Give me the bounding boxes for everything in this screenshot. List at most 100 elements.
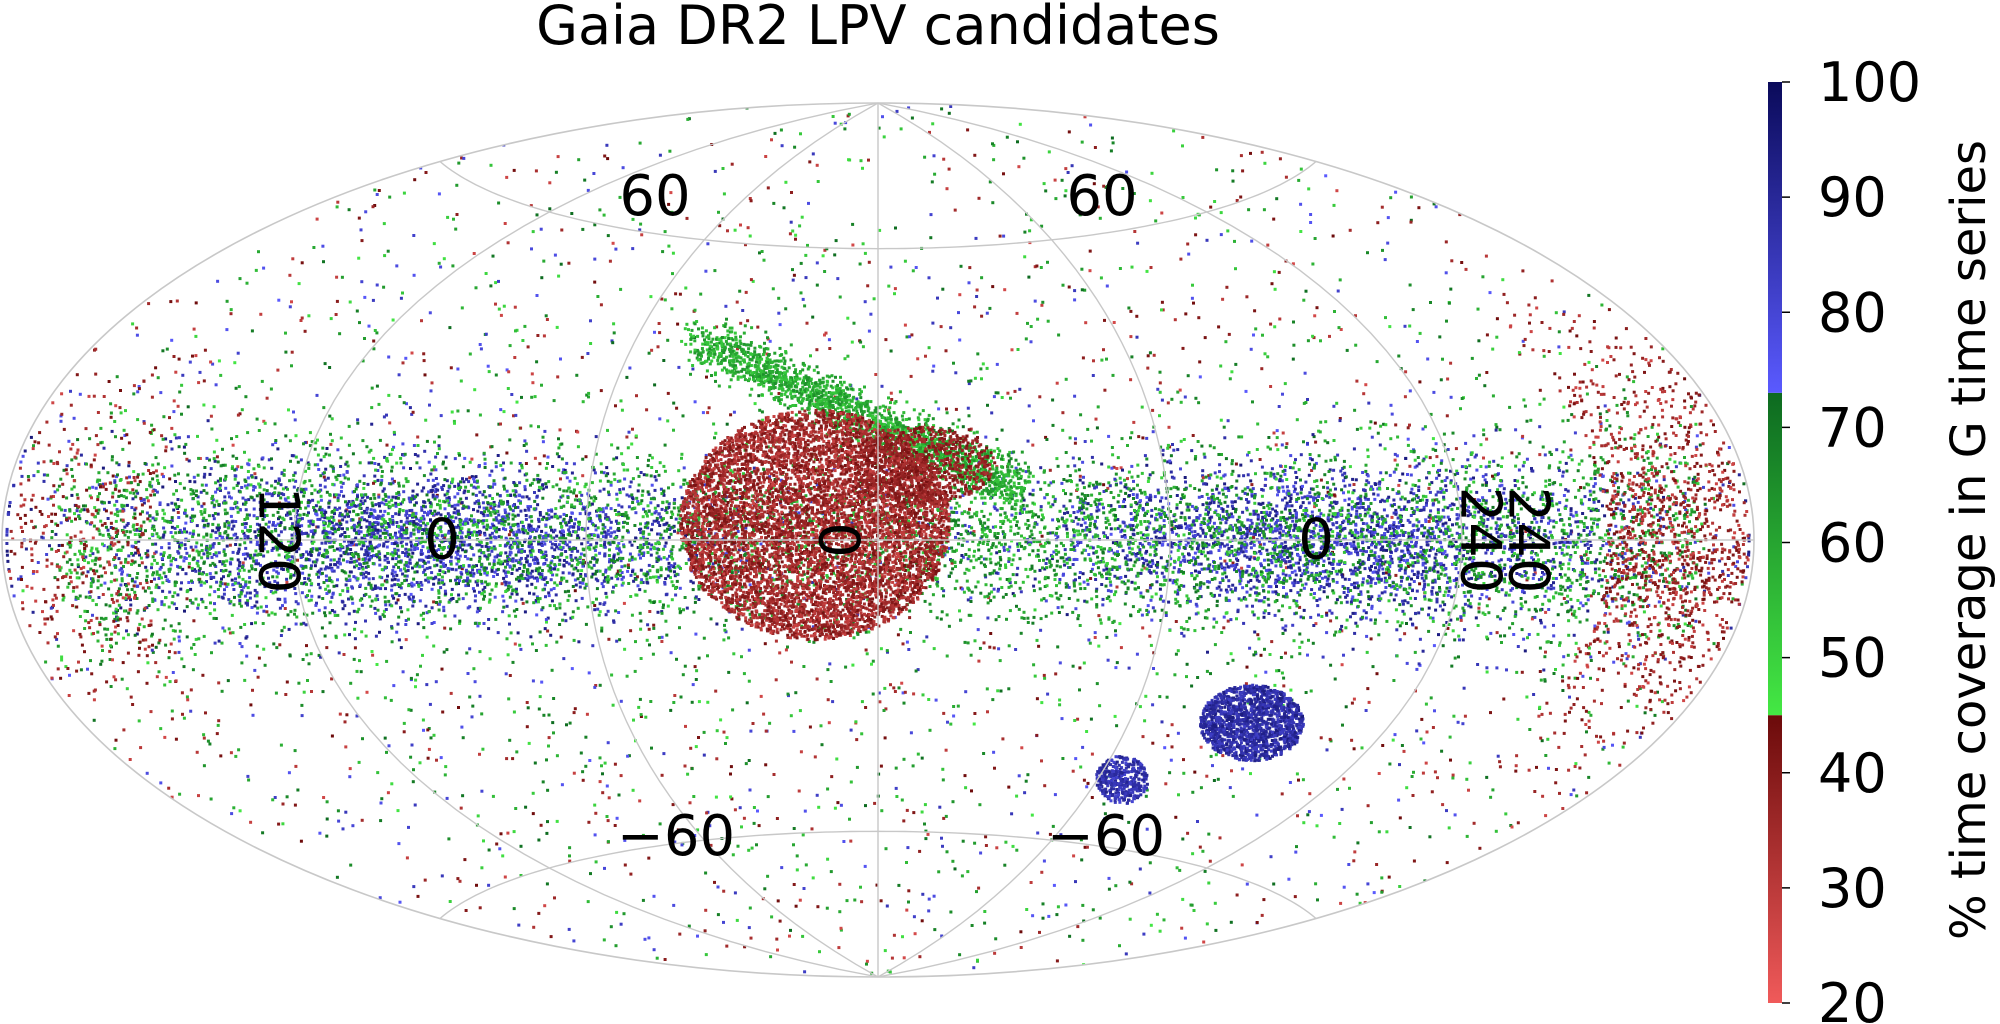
data-point	[1074, 578, 1077, 582]
data-point	[1398, 816, 1402, 820]
data-point	[208, 742, 212, 746]
data-point	[502, 569, 506, 573]
data-point	[744, 762, 748, 766]
data-point	[261, 456, 265, 460]
data-point	[1624, 652, 1628, 656]
data-point	[185, 695, 189, 699]
data-point	[158, 503, 162, 506]
data-point	[343, 720, 347, 724]
data-point	[355, 669, 359, 673]
data-point	[1103, 812, 1107, 816]
data-point	[870, 662, 873, 666]
data-point	[531, 381, 535, 385]
data-point	[330, 734, 334, 738]
data-point	[1502, 292, 1506, 296]
data-point	[1319, 339, 1322, 343]
data-point	[1190, 684, 1194, 688]
data-point	[405, 856, 409, 860]
data-point	[1121, 187, 1125, 190]
data-point	[1361, 522, 1365, 525]
data-point	[1537, 512, 1541, 515]
data-point	[1210, 498, 1214, 502]
data-point	[823, 248, 827, 252]
data-point	[1397, 354, 1401, 358]
data-point	[251, 688, 254, 692]
data-point	[1332, 404, 1336, 408]
data-point	[267, 503, 271, 506]
data-point	[1326, 486, 1330, 490]
data-point	[1567, 562, 1571, 566]
data-point	[487, 883, 491, 887]
data-point	[1026, 439, 1030, 443]
data-point	[936, 580, 940, 584]
data-point	[1099, 276, 1103, 280]
data-point	[1264, 527, 1268, 531]
data-point	[297, 513, 300, 517]
data-point	[1176, 448, 1180, 452]
data-point	[1685, 509, 1689, 513]
data-point	[995, 362, 999, 366]
data-point	[441, 710, 445, 714]
data-point	[345, 560, 349, 564]
data-point	[437, 596, 441, 600]
data-point	[593, 223, 597, 227]
data-point	[491, 794, 495, 798]
data-point	[1250, 239, 1254, 243]
data-point	[1009, 457, 1013, 461]
data-point	[660, 297, 664, 301]
data-point	[1513, 479, 1517, 482]
data-point	[623, 564, 627, 568]
data-point	[636, 489, 640, 493]
data-point	[489, 163, 493, 167]
data-point	[837, 946, 841, 950]
data-point	[1207, 881, 1211, 885]
data-point	[1564, 461, 1568, 465]
data-point	[1150, 618, 1154, 622]
data-point	[60, 543, 64, 547]
data-point	[1022, 156, 1026, 160]
data-point	[1340, 807, 1344, 811]
data-point	[954, 535, 957, 539]
data-point	[1263, 484, 1267, 487]
data-point	[1274, 443, 1278, 447]
data-point	[1284, 175, 1288, 179]
data-point	[499, 408, 503, 412]
data-point	[1288, 574, 1292, 578]
data-point	[825, 906, 829, 910]
data-point	[159, 727, 163, 731]
data-point	[412, 885, 416, 889]
data-point	[378, 617, 382, 621]
data-point	[600, 582, 604, 586]
data-point	[1055, 527, 1059, 530]
data-point	[1245, 295, 1249, 299]
data-point	[1653, 467, 1657, 471]
data-point	[1115, 467, 1119, 470]
data-point	[1072, 854, 1076, 858]
data-point	[589, 872, 592, 876]
data-point	[1395, 491, 1399, 495]
data-point	[605, 784, 609, 788]
data-point	[728, 841, 732, 845]
data-point	[1318, 524, 1322, 528]
data-point	[956, 425, 960, 429]
data-point	[578, 585, 582, 589]
data-point	[882, 709, 886, 712]
data-point	[1148, 586, 1152, 590]
data-point	[1322, 526, 1326, 530]
data-point	[426, 756, 430, 760]
data-point	[1254, 674, 1258, 678]
data-point	[1106, 486, 1110, 490]
data-point	[523, 324, 527, 328]
data-point	[281, 802, 285, 806]
data-point	[1027, 275, 1031, 279]
data-point	[1643, 711, 1647, 715]
data-point	[839, 928, 843, 932]
data-point	[770, 915, 774, 919]
data-point	[602, 938, 606, 942]
data-point	[1018, 122, 1022, 126]
data-point	[387, 524, 391, 527]
data-point	[1275, 528, 1279, 532]
data-point	[827, 721, 831, 725]
data-point	[1433, 709, 1436, 713]
data-point	[1408, 283, 1412, 287]
